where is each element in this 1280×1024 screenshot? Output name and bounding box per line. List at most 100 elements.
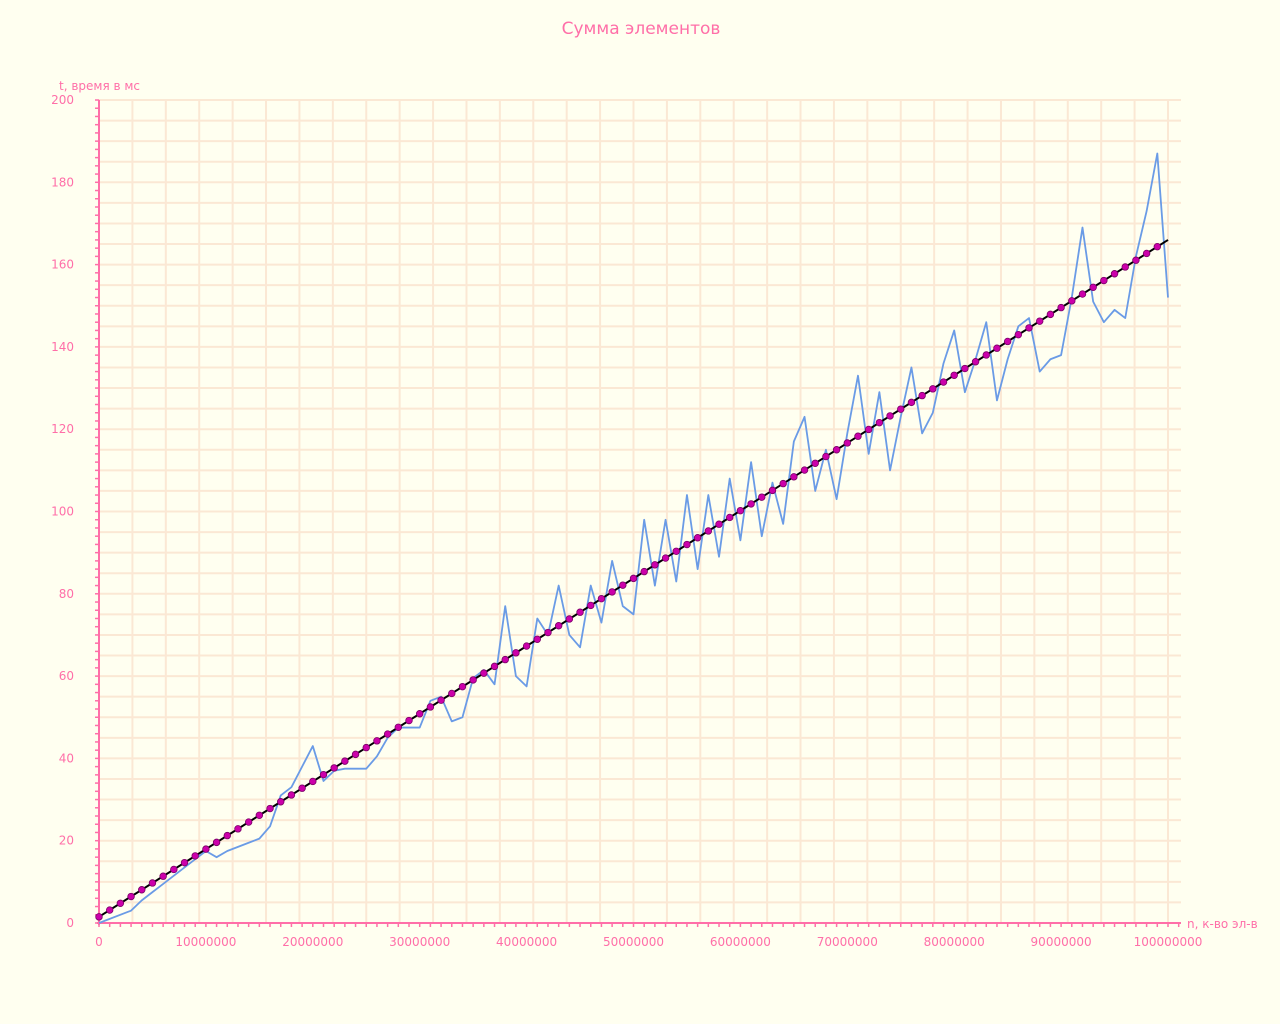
- fit-point: [929, 385, 937, 393]
- fit-point: [437, 696, 445, 704]
- fit-point: [127, 892, 135, 901]
- fit-point: [202, 845, 210, 853]
- x-tick-label: 90000000: [1031, 935, 1092, 949]
- fit-point: [758, 493, 766, 501]
- x-tick-label: 60000000: [710, 935, 771, 949]
- fit-point: [373, 737, 381, 745]
- fit-point: [1100, 276, 1108, 285]
- fit-point: [191, 852, 199, 860]
- x-ticks: 0 10000000 20000000 30000000 40000000 5000000…: [95, 935, 1202, 949]
- fit-point: [448, 689, 456, 698]
- fit-point: [864, 425, 873, 434]
- y-tick-label: 160: [51, 258, 74, 272]
- x-tick-label: 70000000: [817, 935, 878, 949]
- fit-point: [693, 534, 702, 542]
- y-axis-label: t, время в мс: [59, 79, 140, 93]
- x-tick-label: 50000000: [603, 935, 664, 949]
- fit-point: [544, 628, 552, 637]
- y-tick-label: 20: [59, 834, 74, 848]
- fit-point: [651, 561, 659, 569]
- fit-point: [223, 831, 231, 840]
- fit-point: [287, 791, 296, 799]
- y-ticks: 0 20 40 60 80 100 120 140 160 180 200: [51, 93, 74, 930]
- fit-point: [170, 865, 178, 874]
- fit-point: [629, 574, 638, 583]
- fit-point: [1110, 270, 1119, 278]
- fit-point: [1014, 330, 1023, 339]
- fit-point: [715, 520, 723, 528]
- fit-point: [351, 750, 360, 759]
- fit-point: [971, 358, 980, 366]
- fit-point: [1089, 283, 1097, 291]
- fit-point: [554, 622, 563, 630]
- fit-point: [490, 662, 499, 671]
- fit-point: [234, 825, 242, 833]
- x-tick-label: 100000000: [1134, 935, 1203, 949]
- fit-point: [768, 486, 777, 495]
- fit-point: [362, 743, 370, 752]
- fit-point: [854, 432, 862, 440]
- fit-point: [1046, 310, 1055, 319]
- fit-point: [704, 527, 713, 535]
- fit-point: [105, 906, 114, 914]
- x-tick-label: 0: [95, 935, 103, 949]
- fit-point: [779, 479, 787, 488]
- fit-point: [148, 879, 157, 887]
- fit-point: [897, 405, 905, 413]
- fit-point: [672, 547, 680, 555]
- x-tick-label: 10000000: [175, 935, 236, 949]
- fit-point: [95, 913, 103, 921]
- fit-point: [383, 730, 392, 738]
- fit-point: [341, 757, 349, 765]
- y-tick-label: 140: [51, 340, 74, 354]
- fit-point: [961, 364, 969, 373]
- fit-point: [1153, 242, 1162, 251]
- fit-point: [266, 804, 274, 813]
- y-tick-label: 120: [51, 422, 74, 436]
- fit-point: [480, 669, 488, 677]
- measured-series-line: [98, 152, 1169, 924]
- fit-point: [212, 838, 221, 847]
- chart-title: Сумма элементов: [562, 19, 721, 39]
- fit-point: [565, 615, 574, 623]
- fit-point: [982, 351, 990, 359]
- fit-point: [918, 391, 926, 400]
- fit-point: [1121, 263, 1129, 271]
- fit-point: [1132, 256, 1140, 264]
- fit-point: [661, 554, 670, 562]
- y-tick-label: 100: [51, 505, 74, 519]
- x-tick-label: 20000000: [282, 935, 343, 949]
- fit-point: [309, 777, 317, 786]
- fit-point: [394, 723, 403, 731]
- y-tick-label: 0: [66, 916, 74, 930]
- fit-point: [736, 506, 745, 515]
- fit-point: [683, 540, 691, 549]
- fit-point: [875, 418, 884, 427]
- fit-point: [180, 858, 189, 867]
- fit-point: [298, 784, 306, 792]
- fit-point: [1003, 337, 1012, 346]
- fit-point: [811, 459, 819, 467]
- grid: [99, 99, 1181, 923]
- fit-point: [416, 710, 424, 718]
- fit-point: [822, 452, 830, 461]
- fit-point: [426, 703, 435, 711]
- fit-point: [608, 588, 616, 596]
- y-tick-label: 200: [51, 93, 74, 107]
- fit-point: [116, 899, 125, 907]
- fit-point: [1036, 317, 1044, 325]
- fit-point: [939, 378, 948, 386]
- fit-point: [597, 594, 606, 603]
- fit-point: [159, 872, 167, 880]
- fit-point: [640, 567, 648, 576]
- fit-point: [950, 371, 958, 379]
- fit-point: [138, 886, 146, 894]
- fit-point: [832, 446, 841, 454]
- fit-point: [458, 682, 467, 691]
- fit-point: [469, 676, 477, 684]
- x-tick-label: 40000000: [496, 935, 557, 949]
- fit-point: [277, 798, 285, 806]
- fit-point: [747, 500, 755, 508]
- fit-point: [405, 716, 413, 725]
